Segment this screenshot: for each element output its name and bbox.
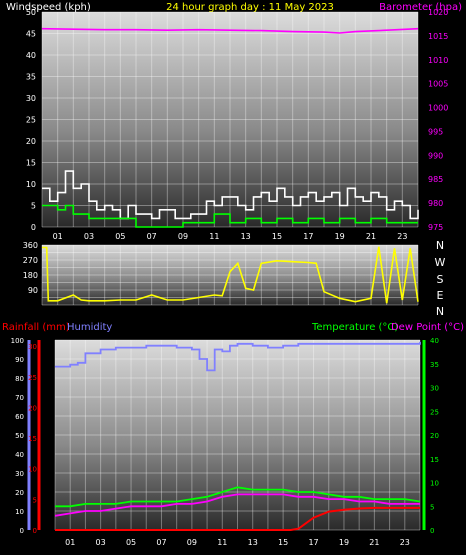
dew-point-axis-title: Dew Point (°C) — [391, 322, 464, 333]
windspeed-y-tick-label: 40 — [26, 51, 36, 60]
temperature-y-tick-label: 0 — [430, 527, 434, 535]
wind-x-tick-label: 11 — [209, 232, 219, 241]
barometer-y-tick-label: 1000 — [428, 104, 448, 113]
series-temperature-line — [55, 486, 421, 508]
barometer-y-tick-label: 975 — [428, 223, 443, 232]
direction-y-tick-label: 360 — [23, 241, 38, 250]
direction-letter-e: E — [437, 289, 444, 302]
wind-x-tick-label: 19 — [335, 232, 345, 241]
direction-y-tick-label: 270 — [23, 256, 38, 265]
rainfall-y-tick-label: 0 — [33, 527, 37, 535]
barometer-y-tick-label: 995 — [428, 127, 443, 136]
windspeed-y-tick-label: 30 — [26, 94, 36, 103]
barometer-y-tick-label: 985 — [428, 175, 443, 184]
humidity-y-tick-label: 90 — [15, 356, 24, 364]
climate-x-tick-label: 07 — [156, 538, 166, 547]
temperature-y-tick-label: 30 — [430, 385, 439, 393]
windspeed-y-tick-label: 15 — [26, 159, 36, 168]
series-average-line — [42, 204, 418, 228]
wind-x-tick-label: 01 — [53, 232, 63, 241]
direction-letter-s: S — [437, 273, 444, 286]
chart-title: 24 hour graph day : 11 May 2023 — [166, 2, 334, 13]
climate-x-tick-label: 05 — [126, 538, 136, 547]
temperature-y-tick-label: 10 — [430, 480, 439, 488]
series-humidity-line — [55, 341, 421, 372]
barometer-y-tick-label: 1020 — [428, 8, 448, 17]
windspeed-y-tick-label: 10 — [26, 180, 36, 189]
humidity-y-tick-label: 0 — [20, 527, 24, 535]
wind-x-tick-label: 05 — [115, 232, 125, 241]
windspeed-y-tick-label: 50 — [26, 8, 36, 17]
barometer-y-tick-label: 1015 — [428, 32, 448, 41]
temperature-axis-title: Temperature (°C) — [311, 322, 398, 333]
temperature-y-tick-label: 25 — [430, 408, 439, 416]
barometer-y-tick-label: 980 — [428, 199, 443, 208]
wind-x-tick-label: 15 — [272, 232, 282, 241]
windspeed-y-tick-label: 20 — [26, 137, 36, 146]
climate-x-tick-label: 15 — [278, 538, 288, 547]
barometer-y-tick-label: 990 — [428, 151, 443, 160]
windspeed-y-tick-label: 25 — [26, 116, 36, 125]
humidity-y-tick-label: 80 — [15, 375, 24, 383]
direction-y-tick-label: 180 — [23, 271, 38, 280]
wind-x-tick-label: 17 — [303, 232, 313, 241]
rainfall-y-tick-label: 5 — [33, 496, 37, 504]
barometer-y-tick-label: 1005 — [428, 80, 448, 89]
climate-x-tick-label: 21 — [369, 538, 379, 547]
wind-x-tick-label: 07 — [147, 232, 157, 241]
wind-x-tick-label: 21 — [366, 232, 376, 241]
rainfall-y-tick-label: 20 — [28, 404, 37, 412]
direction-y-tick-label: 90 — [28, 286, 38, 295]
series-wind-direction-line — [42, 246, 419, 304]
climate-x-tick-label: 11 — [217, 538, 227, 547]
wind-x-tick-label: 03 — [84, 232, 94, 241]
humidity-y-tick-label: 60 — [15, 413, 24, 421]
direction-panel-background — [42, 245, 418, 305]
climate-x-tick-label: 23 — [400, 538, 410, 547]
windspeed-y-tick-label: 5 — [31, 202, 36, 211]
temperature-y-tick-label: 20 — [430, 432, 439, 440]
windspeed-y-tick-label: 45 — [26, 30, 36, 39]
climate-x-tick-label: 03 — [96, 538, 106, 547]
rainfall-y-tick-label: 30 — [28, 343, 37, 351]
rainfall-y-tick-label: 25 — [28, 374, 37, 382]
humidity-y-tick-label: 40 — [15, 451, 24, 459]
temperature-y-tick-label: 40 — [430, 337, 439, 345]
rainfall-axis-title: Rainfall (mm) — [2, 322, 70, 333]
barometer-axis-title: Barometer (hpa) — [379, 2, 462, 13]
climate-x-tick-label: 09 — [187, 538, 197, 547]
climate-x-tick-label: 01 — [65, 538, 75, 547]
direction-letter-n-bottom: N — [436, 305, 444, 318]
direction-letter-w: W — [435, 256, 446, 269]
humidity-y-tick-label: 50 — [15, 432, 24, 440]
series-dew-point-line — [54, 493, 420, 517]
rainfall-y-tick-label: 10 — [28, 466, 37, 474]
wind-x-tick-label: 13 — [241, 232, 251, 241]
climate-x-tick-label: 13 — [248, 538, 258, 547]
series-rainfall-line — [55, 506, 420, 531]
humidity-y-tick-label: 10 — [15, 508, 24, 516]
temperature-y-tick-label: 5 — [430, 503, 434, 511]
series-windspeed-line — [42, 170, 419, 220]
direction-letter-n-top: N — [436, 239, 444, 252]
humidity-y-tick-label: 100 — [11, 337, 24, 345]
rainfall-y-tick-label: 15 — [28, 435, 37, 443]
climate-x-tick-label: 19 — [339, 538, 349, 547]
climate-x-tick-label: 17 — [308, 538, 318, 547]
climate-panel-background — [55, 340, 420, 530]
windspeed-axis-title: Windspeed (kph) — [6, 2, 91, 13]
barometer-y-tick-label: 1010 — [428, 56, 448, 65]
windspeed-y-tick-label: 35 — [26, 73, 36, 82]
wind-x-tick-label: 23 — [397, 232, 407, 241]
humidity-axis-title: Humidity — [67, 322, 112, 333]
series-barometer-line — [41, 27, 419, 34]
wind-x-tick-label: 09 — [178, 232, 188, 241]
temperature-y-tick-label: 35 — [430, 361, 439, 369]
humidity-y-tick-label: 30 — [15, 470, 24, 478]
temperature-y-tick-label: 15 — [430, 456, 439, 464]
humidity-y-tick-label: 20 — [15, 489, 24, 497]
humidity-y-tick-label: 70 — [15, 394, 24, 402]
windspeed-y-tick-label: 0 — [31, 223, 36, 232]
